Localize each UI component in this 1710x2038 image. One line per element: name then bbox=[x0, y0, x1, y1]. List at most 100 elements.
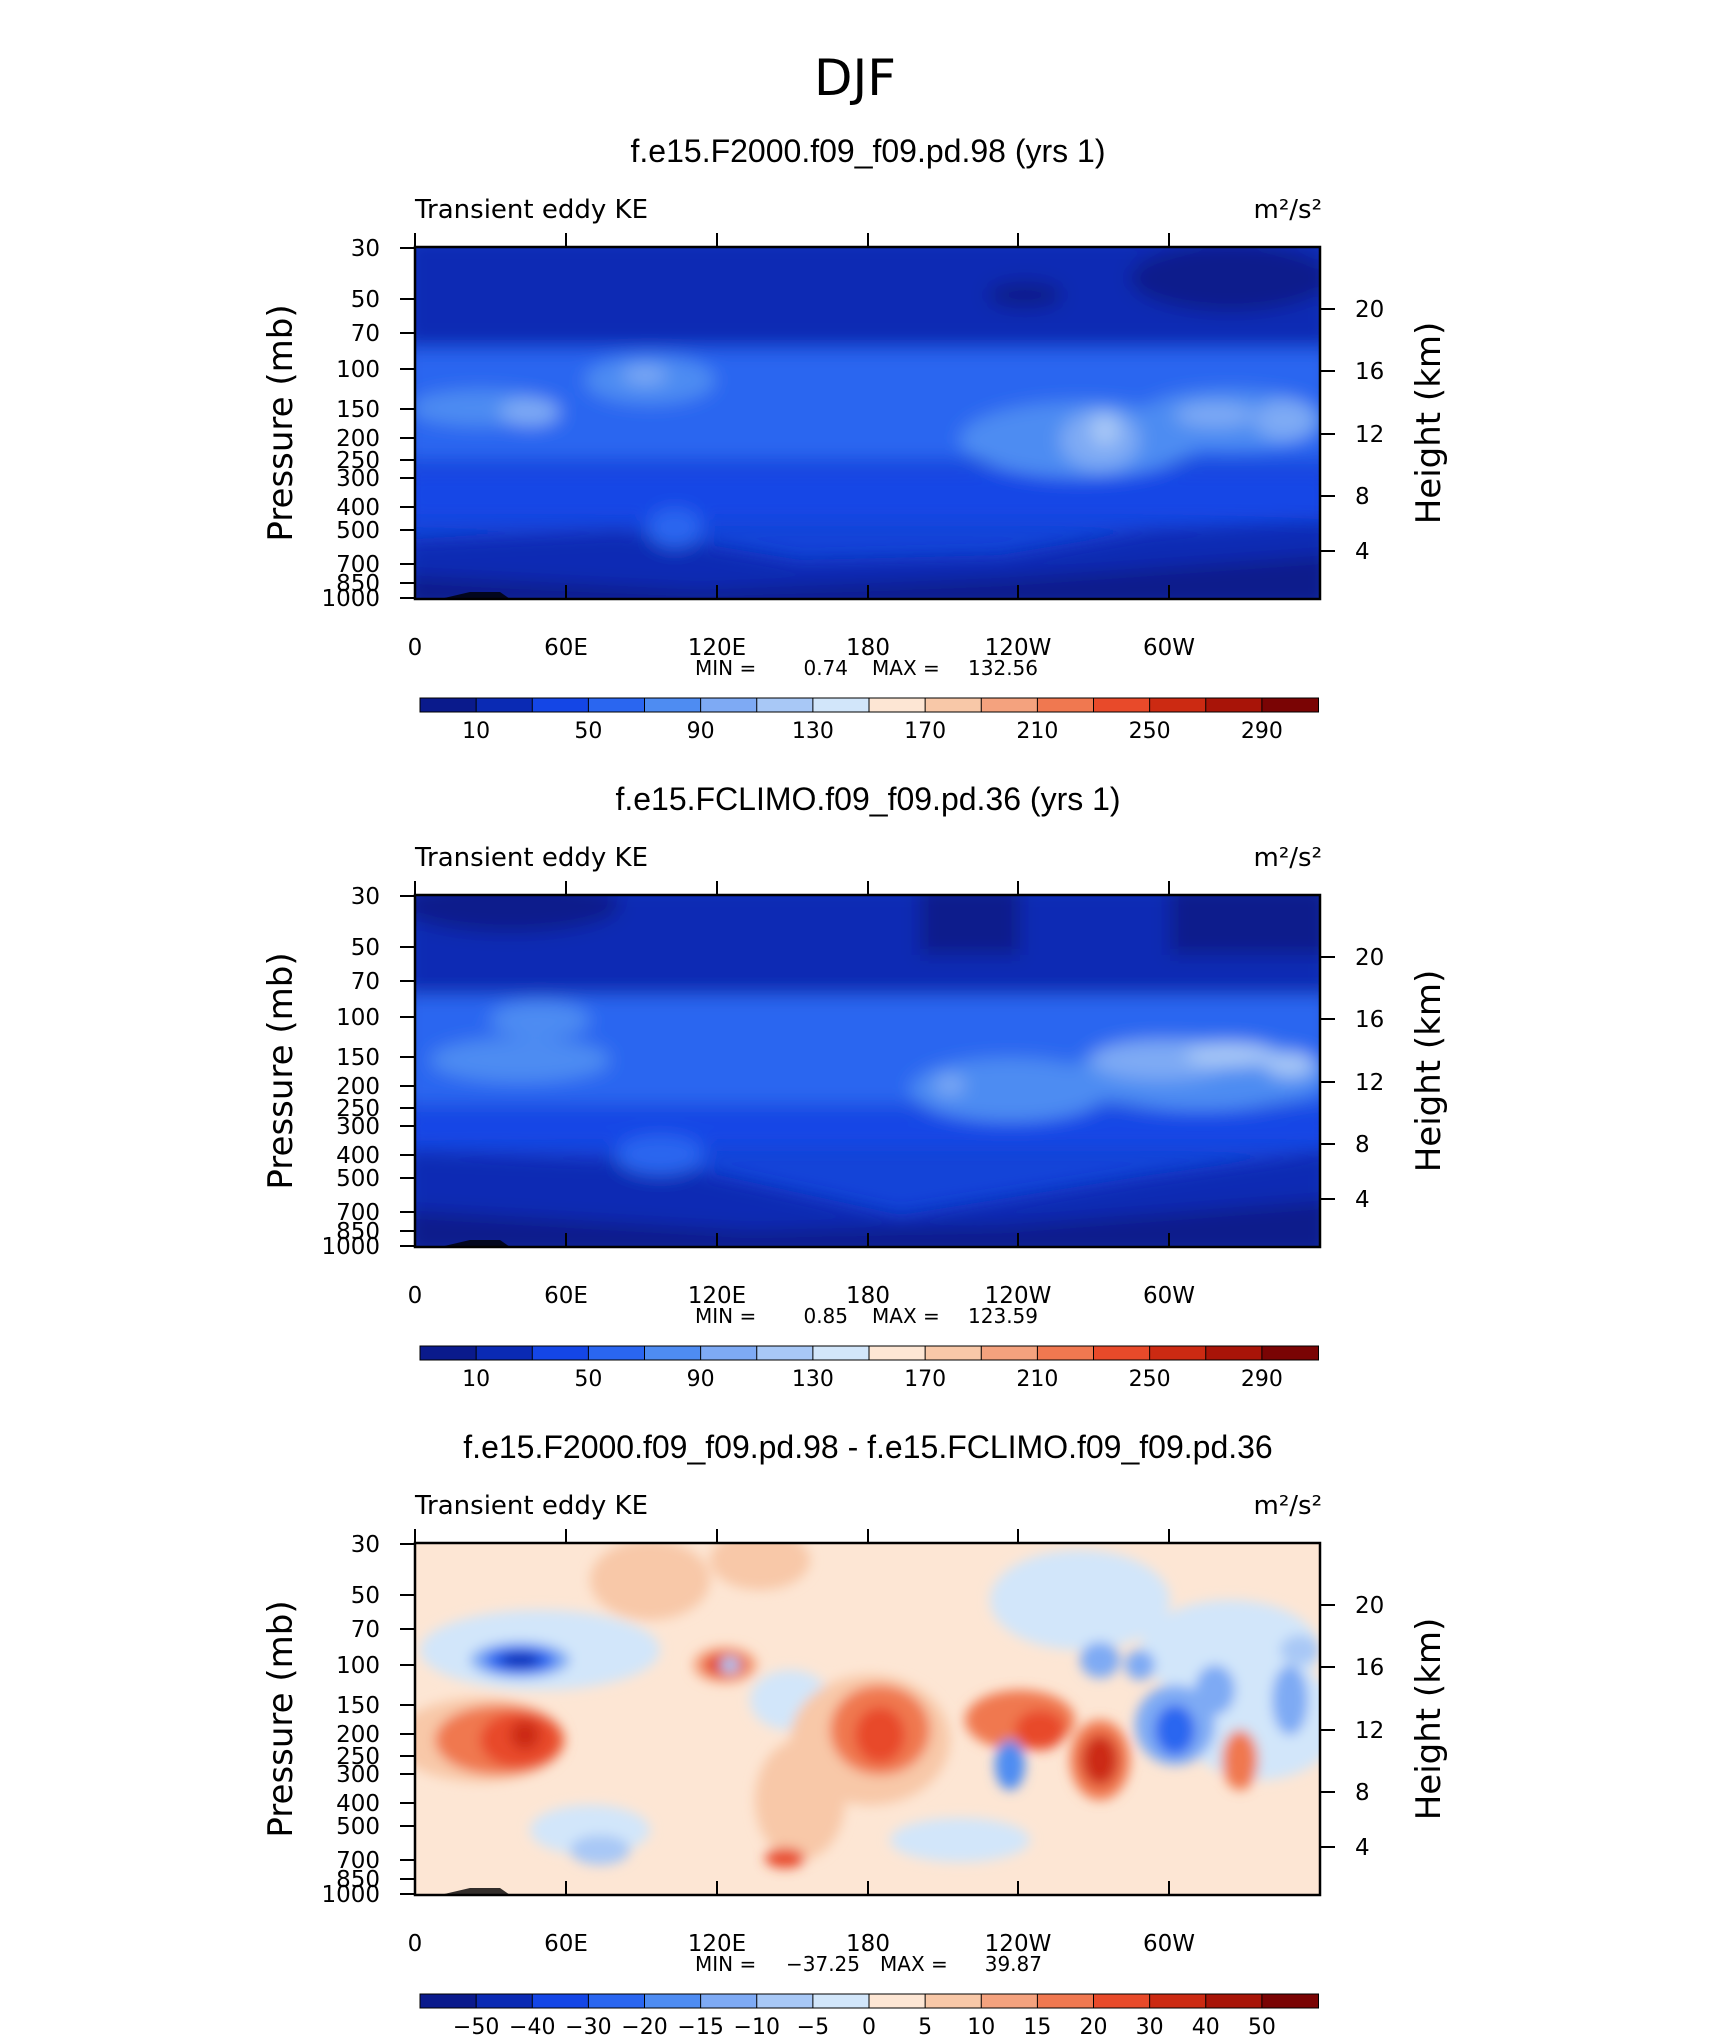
y-ticks bbox=[400, 247, 1335, 599]
y-axis-title: Pressure (mb) bbox=[261, 1600, 301, 1837]
max-value: 132.56 bbox=[968, 656, 1038, 680]
colorbar-label: 130 bbox=[792, 719, 834, 744]
colorbar-swatch bbox=[700, 1993, 758, 2009]
max-value: 123.59 bbox=[968, 1304, 1038, 1328]
contour-field bbox=[415, 895, 1320, 1247]
y-tick-label: 250 bbox=[336, 1744, 380, 1770]
colorbar-swatch bbox=[419, 1345, 478, 1361]
y2-tick-label: 16 bbox=[1355, 1007, 1384, 1033]
y2-tick-label: 20 bbox=[1355, 1593, 1384, 1619]
panel-subtitle: Transient eddy KE bbox=[414, 1491, 648, 1521]
colorbar-swatch bbox=[587, 697, 646, 713]
y-tick-label: 70 bbox=[351, 969, 380, 995]
colorbar-swatch bbox=[924, 1345, 983, 1361]
y2-tick-label: 12 bbox=[1355, 1070, 1384, 1096]
colorbar-label: 5 bbox=[918, 2015, 932, 2038]
max-label: MAX = bbox=[880, 1952, 948, 1976]
y-tick-label: 200 bbox=[336, 426, 380, 452]
y2-tick-label: 4 bbox=[1355, 1187, 1370, 1213]
colorbar-label: 50 bbox=[574, 719, 602, 744]
colorbar-label: 20 bbox=[1080, 2015, 1108, 2038]
colorbar-swatch bbox=[756, 1993, 814, 2009]
colorbar-label: 210 bbox=[1016, 719, 1058, 744]
y-ticks bbox=[400, 895, 1335, 1247]
colorbar-swatch bbox=[868, 697, 927, 713]
x-tick-label: 180 bbox=[846, 635, 890, 661]
x-ticks bbox=[414, 881, 1170, 1247]
x-tick-label: 60W bbox=[1143, 1931, 1195, 1957]
max-value: 39.87 bbox=[985, 1952, 1042, 1976]
x-tick-label: 0 bbox=[408, 635, 423, 661]
x-tick-label: 120E bbox=[688, 635, 746, 661]
colorbar-swatch bbox=[980, 1345, 1039, 1361]
colorbar-label: −40 bbox=[509, 2015, 555, 2038]
min-label: MIN = bbox=[695, 1304, 756, 1328]
y2-tick-label: 8 bbox=[1355, 1132, 1370, 1158]
y-tick-label: 30 bbox=[351, 1532, 380, 1558]
min-value: 0.74 bbox=[803, 656, 848, 680]
colorbar-label: −20 bbox=[621, 2015, 667, 2038]
colorbar-label: 0 bbox=[862, 2015, 876, 2038]
colorbar-label: 50 bbox=[574, 1367, 602, 1392]
panel-title: f.e15.F2000.f09_f09.pd.98 (yrs 1) bbox=[631, 133, 1106, 169]
colorbar-swatch bbox=[531, 697, 590, 713]
colorbar-swatch bbox=[1093, 1345, 1151, 1361]
colorbar-swatch bbox=[980, 1993, 1039, 2009]
colorbar-swatch bbox=[812, 1345, 871, 1361]
panel-3: f.e15.F2000.f09_f09.pd.98 - f.e15.FCLIMO… bbox=[261, 1429, 1449, 2038]
colorbar-swatch bbox=[756, 697, 814, 713]
y-tick-label: 150 bbox=[336, 1693, 380, 1719]
y2-tick-label: 16 bbox=[1355, 359, 1384, 385]
colorbar-swatch bbox=[1205, 697, 1263, 713]
y2-axis-title: Height (km) bbox=[1409, 322, 1449, 525]
colorbar: 10 50 90 130 170 210 250 290 bbox=[419, 697, 1320, 744]
y2-tick-label: 8 bbox=[1355, 484, 1370, 510]
y-tick-label: 70 bbox=[351, 1617, 380, 1643]
colorbar: 10 50 90 130 170 210 250 290 bbox=[419, 1345, 1320, 1392]
y-tick-label: 500 bbox=[336, 1814, 380, 1840]
colorbar-swatch bbox=[419, 1993, 478, 2009]
colorbar: −50 −40 −30 −20 −15 −10 −5 0 5 10 15 20 30 40 50 bbox=[419, 1993, 1320, 2038]
colorbar-swatch bbox=[980, 697, 1039, 713]
min-value: −37.25 bbox=[786, 1952, 860, 1976]
y-tick-label: 150 bbox=[336, 1045, 380, 1071]
y-tick-label: 50 bbox=[351, 935, 380, 961]
y-tick-label: 1000 bbox=[321, 1882, 380, 1908]
x-tick-label: 180 bbox=[846, 1283, 890, 1309]
colorbar-swatch bbox=[475, 697, 534, 713]
y-tick-label: 700 bbox=[336, 1848, 380, 1874]
min-label: MIN = bbox=[695, 656, 756, 680]
y2-tick-label: 4 bbox=[1355, 539, 1370, 565]
y2-axis-title: Height (km) bbox=[1409, 1618, 1449, 1821]
x-tick-label: 60E bbox=[544, 1283, 588, 1309]
colorbar-label: 290 bbox=[1241, 719, 1283, 744]
colorbar-swatch bbox=[1093, 1993, 1151, 2009]
colorbar-label: 40 bbox=[1192, 2015, 1220, 2038]
figure-title: DJF bbox=[814, 49, 896, 107]
colorbar-swatch bbox=[756, 1345, 814, 1361]
y-ticks bbox=[400, 1543, 1335, 1895]
panel-1: f.e15.F2000.f09_f09.pd.98 (yrs 1) Transi… bbox=[261, 133, 1449, 744]
colorbar-swatch bbox=[700, 697, 758, 713]
y-tick-label: 400 bbox=[336, 495, 380, 521]
min-value: 0.85 bbox=[803, 1304, 848, 1328]
colorbar-swatch bbox=[1149, 697, 1207, 713]
y2-tick-label: 12 bbox=[1355, 1718, 1384, 1744]
colorbar-label: −10 bbox=[734, 2015, 780, 2038]
x-tick-label: 120E bbox=[688, 1931, 746, 1957]
colorbar-swatch bbox=[644, 697, 702, 713]
colorbar-swatch bbox=[700, 1345, 758, 1361]
y-tick-label: 100 bbox=[336, 1653, 380, 1679]
y2-axis-title: Height (km) bbox=[1409, 970, 1449, 1173]
colorbar-swatch bbox=[924, 697, 983, 713]
y-tick-label: 300 bbox=[336, 1114, 380, 1140]
colorbar-swatch bbox=[1261, 697, 1320, 713]
y-tick-label: 30 bbox=[351, 236, 380, 262]
y2-tick-label: 8 bbox=[1355, 1780, 1370, 1806]
y-axis-title: Pressure (mb) bbox=[261, 952, 301, 1189]
x-tick-label: 0 bbox=[408, 1283, 423, 1309]
colorbar-swatch bbox=[644, 1993, 702, 2009]
y2-tick-label: 16 bbox=[1355, 1655, 1384, 1681]
panel-2: f.e15.FCLIMO.f09_f09.pd.36 (yrs 1) Trans… bbox=[261, 781, 1449, 1392]
colorbar-label: −30 bbox=[565, 2015, 611, 2038]
